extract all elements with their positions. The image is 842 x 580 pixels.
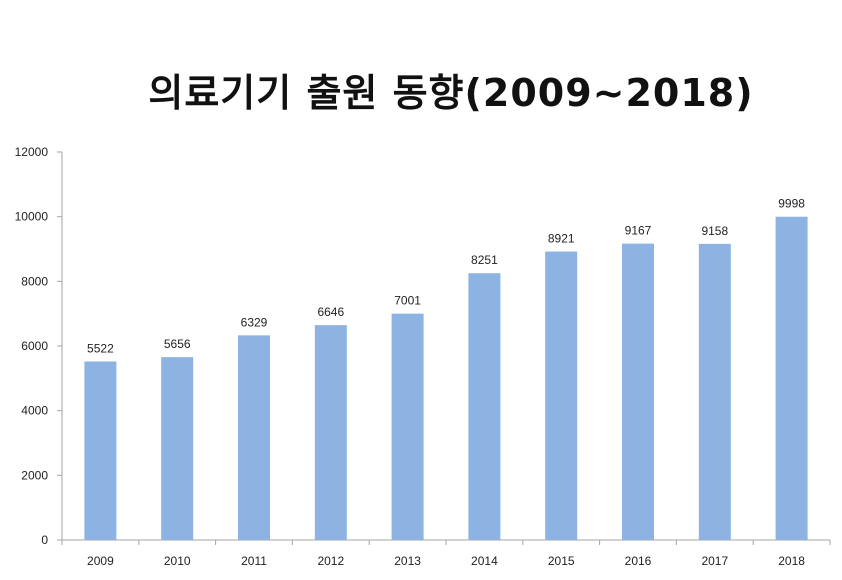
chart-title: 의료기기 출원 동향(2009~2018) bbox=[148, 71, 754, 115]
data-labels: 5522 5656 6329 6646 7001 8251 8921 9167 9158 9998 bbox=[87, 197, 805, 356]
data-label: 9998 bbox=[778, 197, 805, 211]
bar bbox=[775, 216, 808, 541]
bar bbox=[468, 273, 501, 540]
x-tick-label: 2015 bbox=[548, 554, 575, 568]
bar bbox=[698, 243, 731, 540]
y-tick-label: 4000 bbox=[21, 404, 48, 418]
x-tick-label: 2011 bbox=[241, 554, 267, 568]
bar bbox=[314, 325, 347, 540]
y-tick-label: 10000 bbox=[15, 210, 49, 224]
bar bbox=[391, 313, 424, 540]
x-tick-label: 2018 bbox=[778, 554, 805, 568]
x-tick-label: 2010 bbox=[164, 554, 191, 568]
y-tick-label: 8000 bbox=[21, 274, 48, 288]
data-label: 8921 bbox=[548, 232, 575, 246]
data-label: 8251 bbox=[471, 253, 498, 267]
y-tick-label: 0 bbox=[41, 533, 48, 547]
x-tick-label: 2012 bbox=[317, 554, 344, 568]
bar bbox=[545, 251, 578, 541]
x-tick-label: 2013 bbox=[394, 554, 421, 568]
x-tick-labels: 2009 2010 2011 2012 2013 2014 2015 2016 2017 2018 bbox=[87, 554, 805, 568]
y-tick-label: 6000 bbox=[21, 339, 48, 353]
data-label: 5522 bbox=[87, 341, 114, 355]
bar bbox=[622, 243, 654, 540]
x-tick-label: 2014 bbox=[471, 554, 498, 568]
bar-series bbox=[84, 216, 808, 541]
bar bbox=[161, 357, 194, 540]
data-label: 6329 bbox=[241, 315, 268, 329]
bar bbox=[238, 335, 270, 540]
data-label: 9158 bbox=[701, 224, 728, 238]
y-tick-label: 2000 bbox=[21, 468, 48, 482]
data-label: 9167 bbox=[625, 224, 652, 238]
y-tick-labels: 0 2000 4000 6000 8000 10000 12000 bbox=[15, 145, 49, 547]
x-tick-label: 2017 bbox=[701, 554, 728, 568]
data-label: 7001 bbox=[394, 294, 421, 308]
y-tick-label: 12000 bbox=[15, 145, 49, 159]
x-tick-label: 2016 bbox=[625, 554, 652, 568]
x-tick-label: 2009 bbox=[87, 554, 114, 568]
data-label: 6646 bbox=[317, 305, 344, 319]
data-label: 5656 bbox=[164, 337, 191, 351]
bar bbox=[84, 361, 117, 540]
